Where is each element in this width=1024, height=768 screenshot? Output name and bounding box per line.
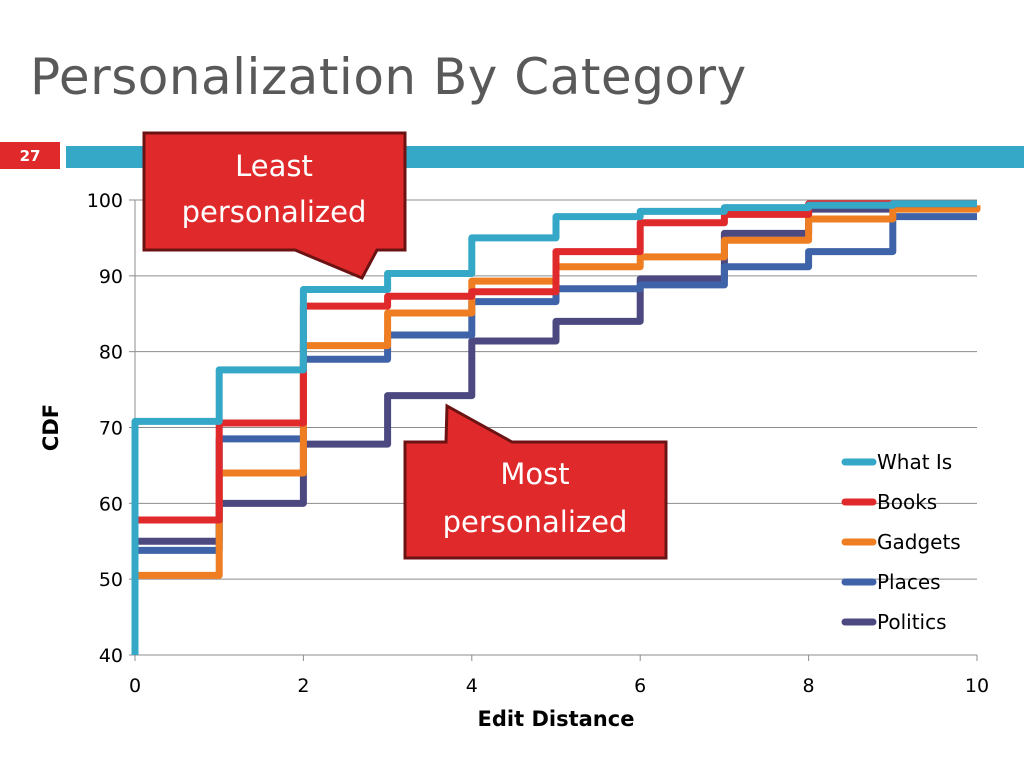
legend-label-books: Books — [877, 490, 937, 514]
callout-most-line1: Most — [500, 457, 569, 491]
series-lines — [131, 200, 981, 655]
page-number-badge: 27 — [0, 142, 60, 169]
x-tick-label: 2 — [297, 675, 309, 697]
page-number: 27 — [19, 146, 41, 165]
y-tick-label: 60 — [99, 493, 123, 515]
y-tick-label: 80 — [99, 342, 123, 364]
callout-most-personalized: Most personalized — [403, 403, 668, 560]
legend-label-places: Places — [877, 570, 941, 594]
callout-least-line2: personalized — [182, 195, 367, 229]
x-axis-title: Edit Distance — [478, 707, 635, 731]
callout-least-line1: Least — [235, 149, 313, 183]
callout-least-shape — [142, 131, 407, 280]
legend-label-what-is: What Is — [877, 450, 952, 474]
legend: What Is Books Gadgets Places Politics — [841, 450, 961, 634]
x-tick-label: 8 — [803, 675, 815, 697]
x-tick-label: 4 — [466, 675, 478, 697]
y-tick-label: 40 — [99, 645, 123, 667]
callout-most-line2: personalized — [443, 505, 628, 539]
y-tick-label: 70 — [99, 418, 123, 440]
y-tick-label: 90 — [99, 266, 123, 288]
y-axis-title: CDF — [39, 404, 63, 451]
slide-title: Personalization By Category — [30, 48, 747, 106]
callout-most-shape — [403, 403, 668, 560]
tick-labels: 40 50 60 70 80 90 100 0 2 4 6 8 10 Edit Distance CDF — [39, 190, 989, 731]
series-line-what-is — [131, 200, 977, 655]
x-tick-label: 6 — [634, 675, 646, 697]
x-tick-label: 10 — [965, 675, 989, 697]
x-tick-label: 0 — [129, 675, 141, 697]
legend-label-gadgets: Gadgets — [877, 530, 961, 554]
y-tick-label: 50 — [99, 569, 123, 591]
callout-least-personalized: Least personalized — [142, 131, 407, 280]
y-tick-label: 100 — [87, 190, 123, 212]
legend-label-politics: Politics — [877, 610, 947, 634]
series-line-books — [131, 200, 977, 655]
series-line-places — [131, 213, 977, 655]
